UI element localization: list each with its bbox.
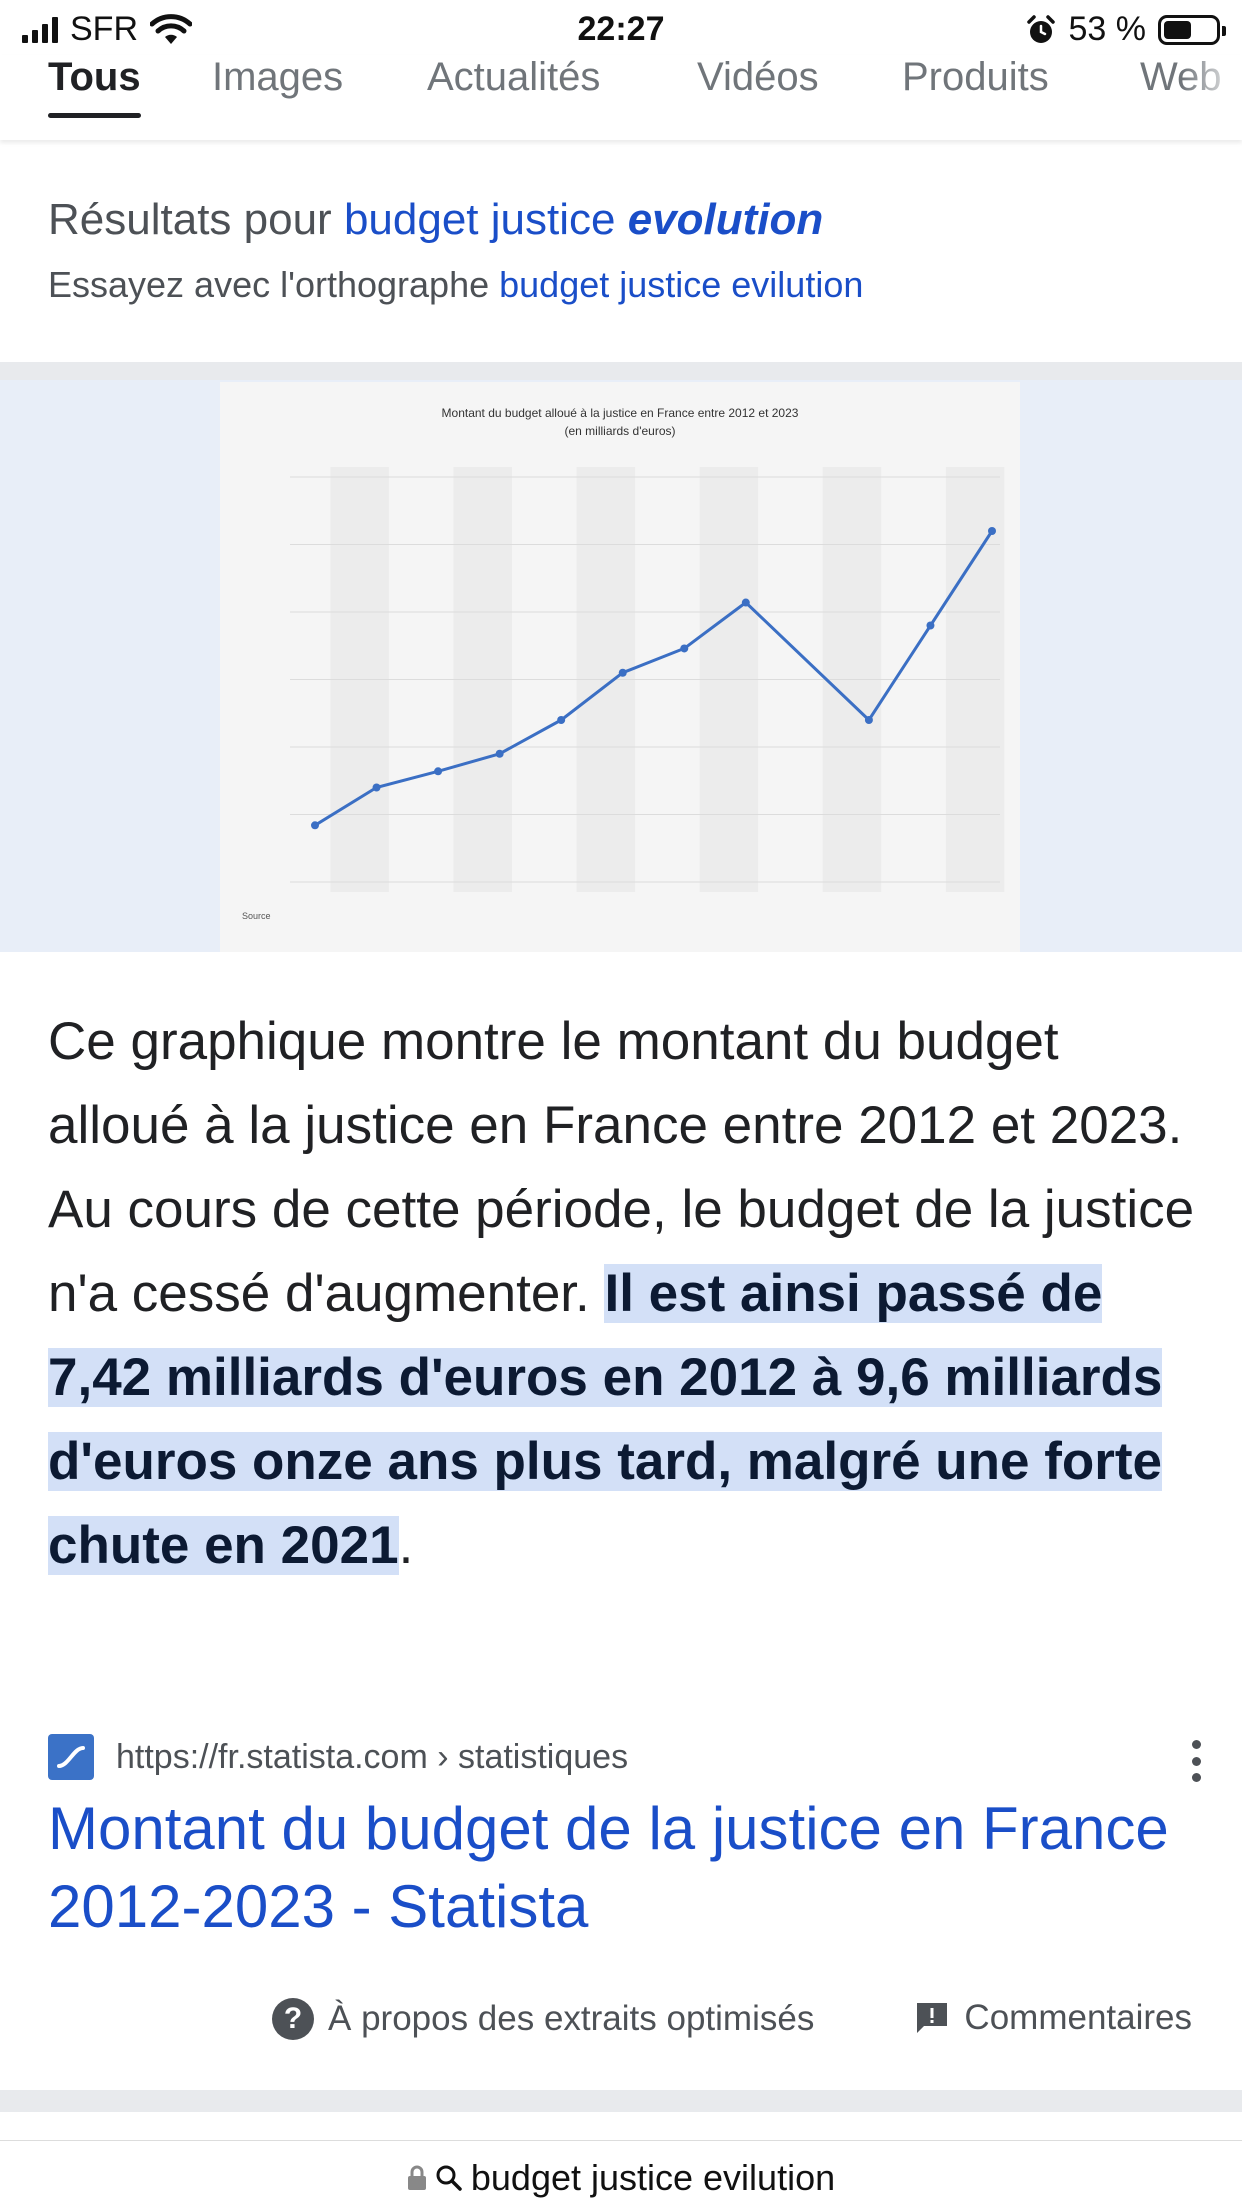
tab-images[interactable]: Images <box>212 55 344 99</box>
lock-icon <box>407 2165 426 2190</box>
browser-address-bar[interactable]: budget justice evilution <box>0 2140 1242 2209</box>
chart-point-2014 <box>434 767 443 776</box>
chart-point-2015 <box>495 749 504 758</box>
search-icon <box>436 2165 462 2191</box>
chart-title-line2: (en milliards d'euros) <box>565 424 676 438</box>
carrier-name: SFR <box>70 10 138 48</box>
chart-source-label: Source <box>242 911 271 921</box>
clock: 22:27 <box>577 10 665 48</box>
active-tab-indicator <box>48 113 141 118</box>
chart-point-2016 <box>557 716 566 724</box>
featured-snippet-text: Ce graphique montre le montant du budget… <box>48 1012 1195 1575</box>
chart-point-2023 <box>988 527 996 535</box>
chart-point-2012 <box>311 821 319 830</box>
chart-point-2013 <box>372 783 381 792</box>
result-title-link[interactable]: Montant du budget de la justice en Franc… <box>48 1795 1169 1940</box>
cellular-signal-icon <box>22 16 58 43</box>
wifi-icon <box>150 13 192 44</box>
status-bar: SFR 22:27 53 % <box>0 0 1242 62</box>
tab-all[interactable]: Tous <box>48 55 141 99</box>
chart-series-line <box>314 530 994 827</box>
battery-percentage: 53 % <box>1068 10 1147 48</box>
battery-icon <box>1158 14 1226 45</box>
chart-point-2017 <box>618 668 627 677</box>
alarm-icon <box>1026 14 1055 43</box>
tab-products[interactable]: Produits <box>902 55 1049 99</box>
tab-news[interactable]: Actualités <box>427 55 601 99</box>
more-options-icon[interactable] <box>1190 1740 1202 1782</box>
feedback-icon <box>917 2003 948 2033</box>
chart-title: Montant du budget alloué à la justice en… <box>442 406 799 420</box>
chart-point-2018 <box>680 644 689 653</box>
address-bar-query: budget justice evilution <box>470 2157 836 2198</box>
chart-point-2019 <box>741 598 750 607</box>
corrected-query-link[interactable]: budget justice evolution <box>343 195 824 244</box>
showing-results-for: Résultats pour budget justice evolution <box>48 195 824 244</box>
search-instead-for: Essayez avec l'orthographe budget justic… <box>48 264 864 305</box>
search-tabs: Tous Images Actualités Vidéos Produits W… <box>0 55 1242 140</box>
about-featured-snippets-button[interactable]: ? À propos des extraits optimisés <box>272 1998 814 2040</box>
original-query-link[interactable]: budget justice evilution <box>499 264 864 305</box>
statista-favicon-icon <box>48 1734 94 1780</box>
result-url: https://fr.statista.com › statistiques <box>116 1737 629 1776</box>
section-divider <box>0 362 1242 380</box>
result-source[interactable]: https://fr.statista.com › statistiques <box>48 1733 628 1781</box>
chart-point-2021 <box>864 716 873 724</box>
chart-point-2022 <box>926 621 935 630</box>
tab-videos[interactable]: Vidéos <box>697 55 819 99</box>
featured-chart-image[interactable]: Montant du budget alloué à la justice en… <box>220 382 1020 952</box>
section-divider <box>0 2090 1242 2112</box>
feedback-button[interactable]: Commentaires <box>914 1998 1192 2038</box>
help-icon: ? <box>272 1998 314 2040</box>
